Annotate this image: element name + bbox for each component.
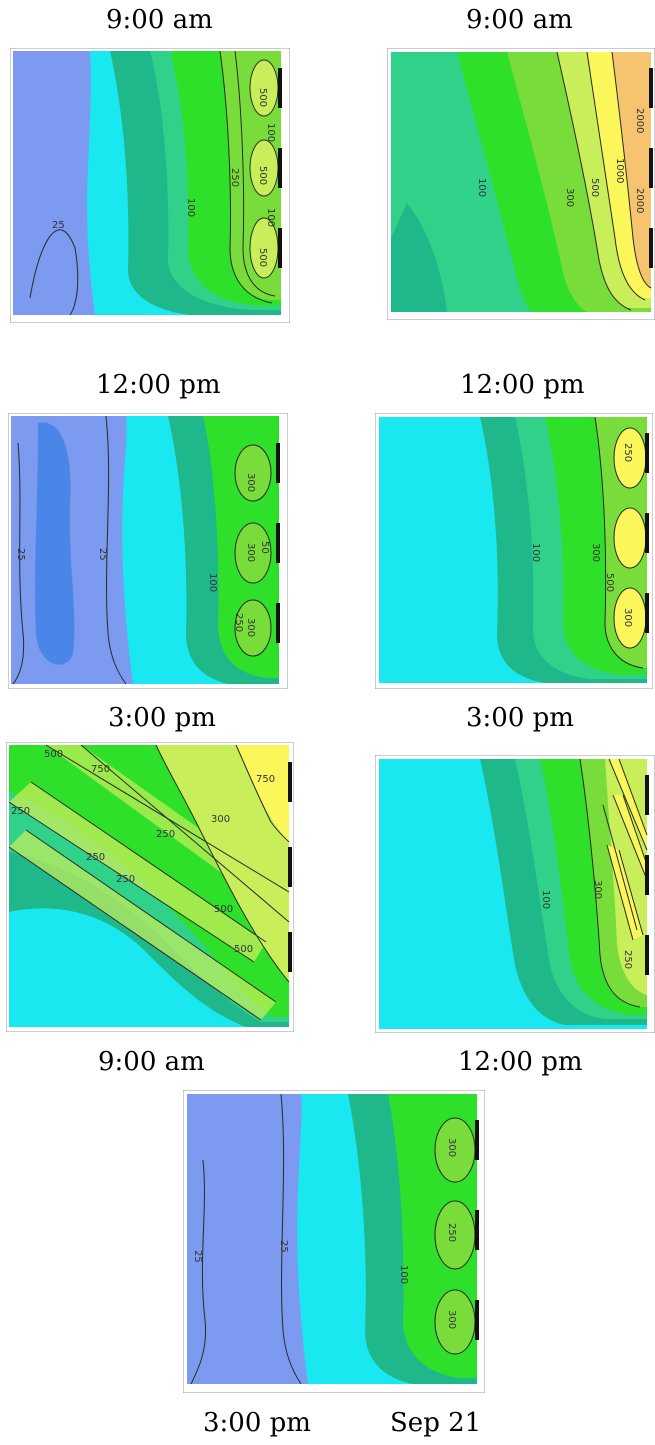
contour-label: 1000 (614, 158, 625, 183)
contour-label: 250 (116, 874, 135, 885)
contour-label: 250 (622, 443, 633, 462)
contour-label: 300 (590, 543, 601, 562)
caption-panel-2: 9:00 am (466, 5, 573, 35)
contour-plot-7: 25 25 100 300 250 300 (183, 1090, 485, 1393)
contour-label: 300 (211, 814, 230, 825)
contour-plot-6: 100 300 250 (375, 755, 655, 1033)
contour-plot-3: 25 25 100 300 300 300 250 50 (8, 413, 288, 689)
contour-label: 300 (446, 1138, 457, 1157)
caption-panel-3: 12:00 pm (96, 370, 221, 400)
contour-plot-5: 500 750 250 250 300 250 250 500 750 500 (6, 742, 294, 1032)
contour-label: 100 (530, 543, 541, 562)
contour-label: 300 (592, 880, 603, 899)
contour-label: 500 (257, 88, 268, 107)
caption-panel-4: 12:00 pm (460, 370, 585, 400)
contour-label: 500 (604, 573, 615, 592)
caption-date: Sep 21 (390, 1408, 482, 1438)
contour-plot-4: 100 300 500 250 300 (375, 413, 653, 689)
contour-label: 300 (245, 473, 256, 492)
contour-label: 300 (245, 618, 256, 637)
contour-label: 100 (207, 573, 218, 592)
contour-label: 100 (265, 208, 276, 227)
contour-label: 25 (192, 1250, 203, 1263)
contour-plot-2: 100 300 500 1000 2000 2000 (387, 48, 655, 320)
contour-label: 100 (540, 890, 551, 909)
contour-plot-1: 25 100 250 500 500 500 100 100 (10, 48, 290, 323)
contour-label: 250 (86, 852, 105, 863)
contour-label: 25 (15, 548, 26, 561)
contour-label: 300 (245, 543, 256, 562)
contour-label: 2000 (634, 108, 645, 133)
contour-label: 500 (44, 749, 63, 760)
contour-label: 250 (156, 829, 175, 840)
contour-label: 25 (97, 548, 108, 561)
contour-label: 100 (476, 178, 487, 197)
caption-panel-6: 3:00 pm (466, 703, 574, 733)
contour-label: 300 (564, 188, 575, 207)
contour-label: 500 (234, 944, 253, 955)
caption-panel-9: 3:00 pm (203, 1408, 311, 1438)
caption-panel-8: 12:00 pm (458, 1047, 583, 1077)
contour-label: 100 (185, 198, 196, 217)
contour-label: 25 (278, 1240, 289, 1253)
contour-label: 300 (446, 1310, 457, 1329)
contour-label: 100 (265, 123, 276, 142)
caption-panel-5: 3:00 pm (108, 703, 216, 733)
contour-label: 250 (229, 168, 240, 187)
caption-panel-1: 9:00 am (106, 5, 213, 35)
contour-label: 250 (622, 950, 633, 969)
caption-panel-7: 9:00 am (98, 1047, 205, 1077)
contour-label: 750 (91, 764, 110, 775)
contour-label: 50 (259, 541, 270, 554)
contour-label: 500 (214, 904, 233, 915)
contour-label: 250 (11, 806, 30, 817)
contour-label: 500 (589, 178, 600, 197)
contour-label: 2000 (634, 188, 645, 213)
contour-label: 750 (256, 774, 275, 785)
contour-label: 300 (622, 608, 633, 627)
contour-label: 250 (233, 613, 244, 632)
contour-label: 250 (446, 1223, 457, 1242)
contour-label: 100 (398, 1265, 409, 1284)
contour-label: 500 (257, 248, 268, 267)
contour-label: 25 (52, 220, 65, 231)
contour-label: 500 (257, 166, 268, 185)
